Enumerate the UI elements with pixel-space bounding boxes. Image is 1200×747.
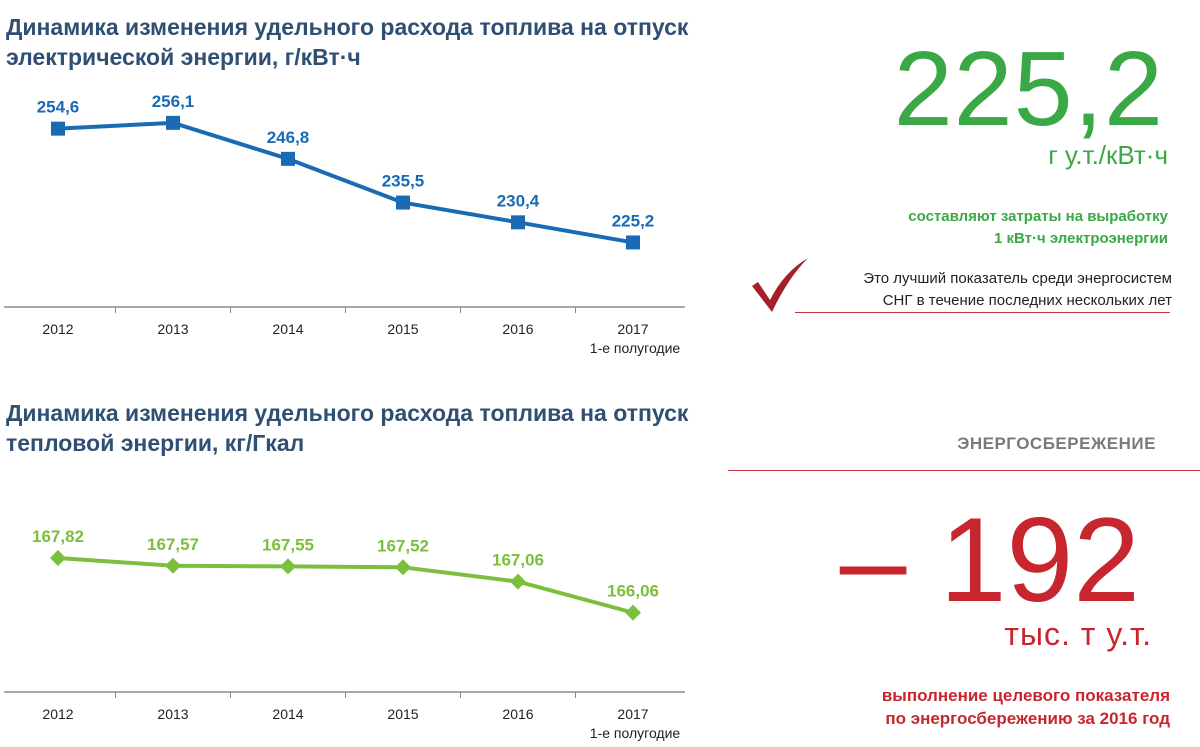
electric-note-line1: Это лучший показатель среди энергосистем <box>863 270 1172 287</box>
data-point <box>626 235 640 250</box>
x-tick-sublabel: 1-е полугодие <box>590 340 681 356</box>
x-tick-label: 2015 <box>387 321 418 337</box>
x-tick-sublabel: 1-е полугодие <box>590 725 681 741</box>
electric-description: составляют затраты на выработку 1 кВт·ч … <box>838 206 1168 250</box>
data-point <box>511 215 525 230</box>
data-point <box>281 151 295 166</box>
heat-fuel-chart: 167,82 2012 167,57 2013 167,55 2014 167,52 2015… <box>4 527 685 741</box>
note-divider <box>795 312 1170 313</box>
x-tick-label: 2016 <box>502 321 533 337</box>
data-point <box>50 550 66 566</box>
checkmark-icon <box>752 258 808 312</box>
energy-saving-heading: ЭНЕРГОСБЕРЕЖЕНИЕ <box>957 434 1156 453</box>
saving-description: выполнение целевого показателя по энерго… <box>750 684 1170 730</box>
x-tick-label: 2015 <box>387 706 418 722</box>
data-point <box>396 195 410 210</box>
data-label: 254,6 <box>37 98 80 117</box>
data-label: 246,8 <box>267 128 310 147</box>
data-label: 167,52 <box>377 536 429 555</box>
series-line <box>57 556 634 615</box>
energy-saving-divider <box>728 470 1200 471</box>
x-tick-label: 2017 <box>617 706 648 722</box>
electric-big-value: 225,2 <box>893 30 1164 148</box>
saving-unit: тыс. т у.т. <box>1004 616 1152 652</box>
saving-description-line2: по энергосбережению за 2016 год <box>885 709 1170 728</box>
data-point <box>166 115 180 130</box>
chart1-title: Динамика изменения удельного расхода топ… <box>6 14 689 70</box>
chart2-title: Динамика изменения удельного расхода топ… <box>6 400 689 456</box>
data-label: 225,2 <box>612 211 655 230</box>
data-point <box>625 604 641 621</box>
series-line <box>57 120 634 245</box>
electric-fuel-chart: 254,6 2012 256,1 2013 246,8 2014 235,5 2015 230,… <box>4 92 685 356</box>
electric-note-line2: СНГ в течение последних нескольких лет <box>882 292 1172 309</box>
data-label: 167,55 <box>262 535 314 554</box>
x-tick-label: 2017 <box>617 321 648 337</box>
data-label: 235,5 <box>382 172 425 191</box>
electric-unit: г у.т./кВт·ч <box>1048 140 1168 170</box>
x-tick-label: 2016 <box>502 706 533 722</box>
x-tick-label: 2013 <box>157 321 188 337</box>
data-point <box>280 558 296 575</box>
electric-description-line1: составляют затраты на выработку <box>908 208 1168 225</box>
data-label: 166,06 <box>607 582 659 601</box>
data-label: 167,57 <box>147 535 199 554</box>
data-label: 230,4 <box>497 191 540 210</box>
x-tick-label: 2012 <box>42 706 73 722</box>
data-point <box>510 573 526 590</box>
x-tick-label: 2014 <box>272 321 303 337</box>
electric-note: Это лучший показатель среди энергосистем… <box>772 268 1172 312</box>
data-label: 167,82 <box>32 527 84 546</box>
x-tick-label: 2014 <box>272 706 303 722</box>
data-point <box>165 557 181 574</box>
electric-description-line2: 1 кВт·ч электроэнергии <box>994 230 1168 247</box>
data-label: 256,1 <box>152 92 195 111</box>
data-label: 167,06 <box>492 551 544 570</box>
x-tick-label: 2013 <box>157 706 188 722</box>
data-point <box>51 121 65 136</box>
x-tick-label: 2012 <box>42 321 73 337</box>
data-point <box>395 559 411 576</box>
saving-big-value: – 192 <box>839 493 1140 627</box>
saving-description-line1: выполнение целевого показателя <box>881 686 1170 705</box>
